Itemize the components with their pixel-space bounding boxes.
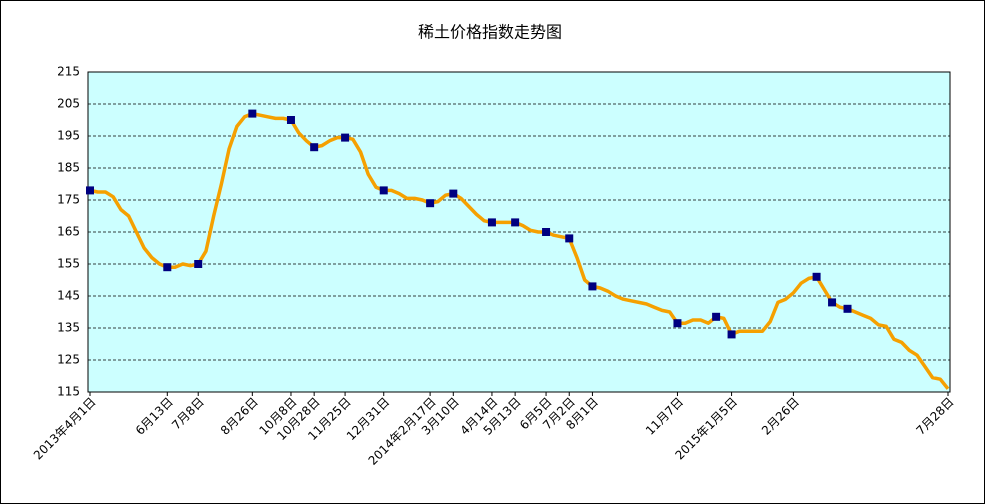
marker [487, 218, 496, 227]
chart-title: 稀土价格指数走势图 [418, 23, 562, 42]
y-tick-label: 215 [57, 65, 80, 79]
y-tick-label: 195 [57, 129, 80, 143]
y-tick-label: 145 [57, 289, 80, 303]
plot-border [87, 71, 951, 393]
marker [542, 228, 551, 236]
marker [86, 186, 94, 195]
marker [511, 218, 520, 227]
y-tick-label: 115 [57, 385, 80, 399]
marker [673, 319, 682, 328]
y-tick-label: 165 [57, 225, 80, 239]
marker [712, 312, 721, 321]
y-tick-label: 185 [57, 161, 80, 175]
y-tick-label: 125 [57, 353, 80, 367]
marker [828, 298, 837, 307]
marker [341, 133, 350, 142]
marker [565, 234, 574, 243]
y-tick-label: 205 [57, 97, 80, 111]
marker [727, 330, 736, 339]
y-tick-label: 155 [57, 257, 80, 271]
marker [426, 199, 435, 208]
y-tick-label: 135 [57, 321, 80, 335]
marker [286, 116, 295, 124]
marker [588, 282, 597, 291]
marker [843, 304, 852, 313]
marker [163, 263, 172, 272]
marker [379, 186, 388, 195]
marker [812, 272, 821, 281]
marker [248, 109, 257, 118]
marker [310, 143, 319, 152]
y-tick-label: 175 [57, 193, 80, 207]
marker [449, 189, 458, 198]
marker [194, 260, 203, 268]
